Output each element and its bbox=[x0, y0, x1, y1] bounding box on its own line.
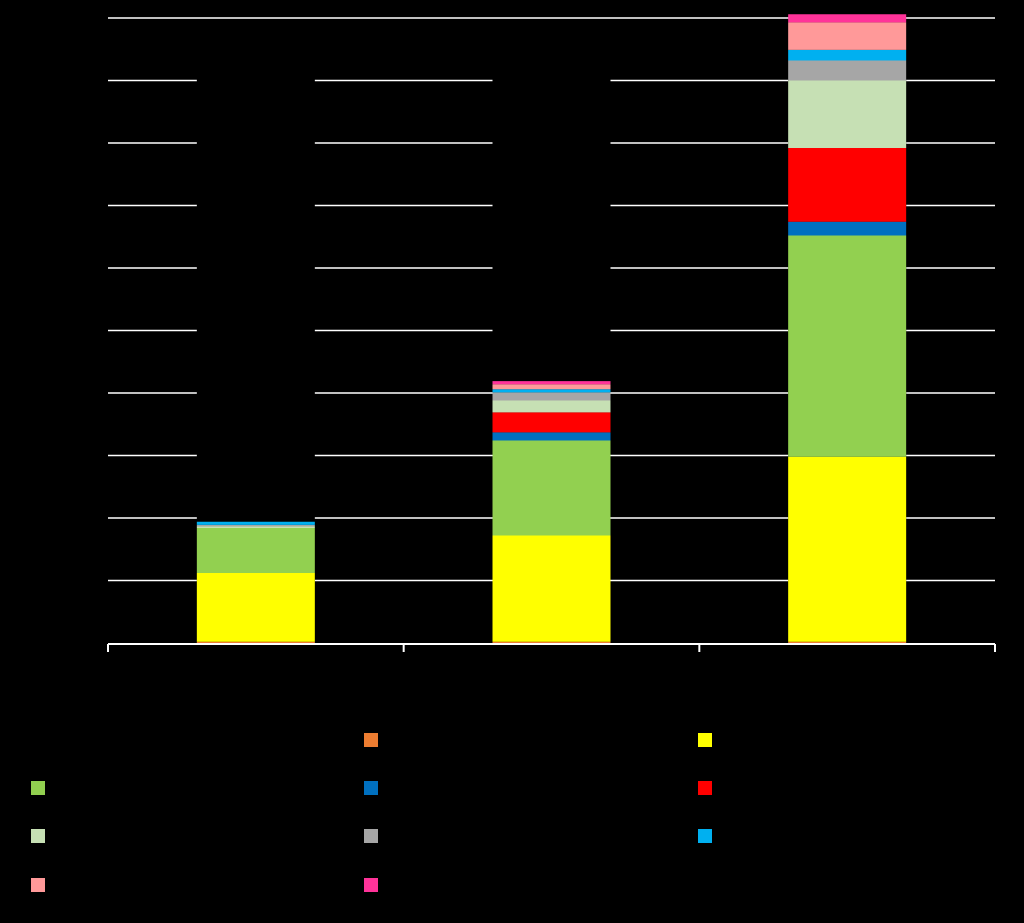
bar-segment bbox=[788, 221, 907, 236]
bar-segment bbox=[196, 524, 315, 527]
bar-segment bbox=[788, 235, 907, 457]
bar-segment bbox=[492, 641, 611, 643]
bar-segment bbox=[492, 432, 611, 441]
bar-segment bbox=[196, 521, 315, 525]
legend-swatch bbox=[698, 733, 712, 747]
bar-segment bbox=[492, 412, 611, 433]
bar-segment bbox=[788, 22, 907, 50]
bar-segment bbox=[788, 14, 907, 23]
bar-segment bbox=[492, 384, 611, 390]
legend-swatch bbox=[31, 878, 45, 892]
legend-swatch bbox=[698, 781, 712, 795]
legend-swatch bbox=[364, 733, 378, 747]
legend-swatch bbox=[364, 878, 378, 892]
bar-segment bbox=[492, 440, 611, 536]
bar-segment bbox=[492, 389, 611, 393]
bar-segment bbox=[788, 641, 907, 643]
bar-segment bbox=[492, 535, 611, 642]
bar-segment bbox=[196, 573, 315, 642]
legend-swatch bbox=[31, 829, 45, 843]
bars bbox=[196, 14, 907, 643]
bar-segment bbox=[492, 392, 611, 401]
bar-segment bbox=[788, 148, 907, 222]
bar-segment bbox=[492, 400, 611, 413]
bar-segment bbox=[788, 60, 907, 81]
bar-segment bbox=[788, 456, 907, 642]
bar-segment bbox=[196, 641, 315, 643]
bar-segment bbox=[492, 381, 611, 385]
x-axis bbox=[107, 643, 996, 652]
legend-swatch bbox=[31, 781, 45, 795]
legend-swatch bbox=[698, 829, 712, 843]
bar-segment bbox=[788, 49, 907, 61]
legend-swatch bbox=[364, 781, 378, 795]
bar-segment bbox=[196, 528, 315, 573]
legend-swatch bbox=[364, 829, 378, 843]
bar-segment bbox=[196, 526, 315, 528]
bar-segment bbox=[788, 80, 907, 148]
